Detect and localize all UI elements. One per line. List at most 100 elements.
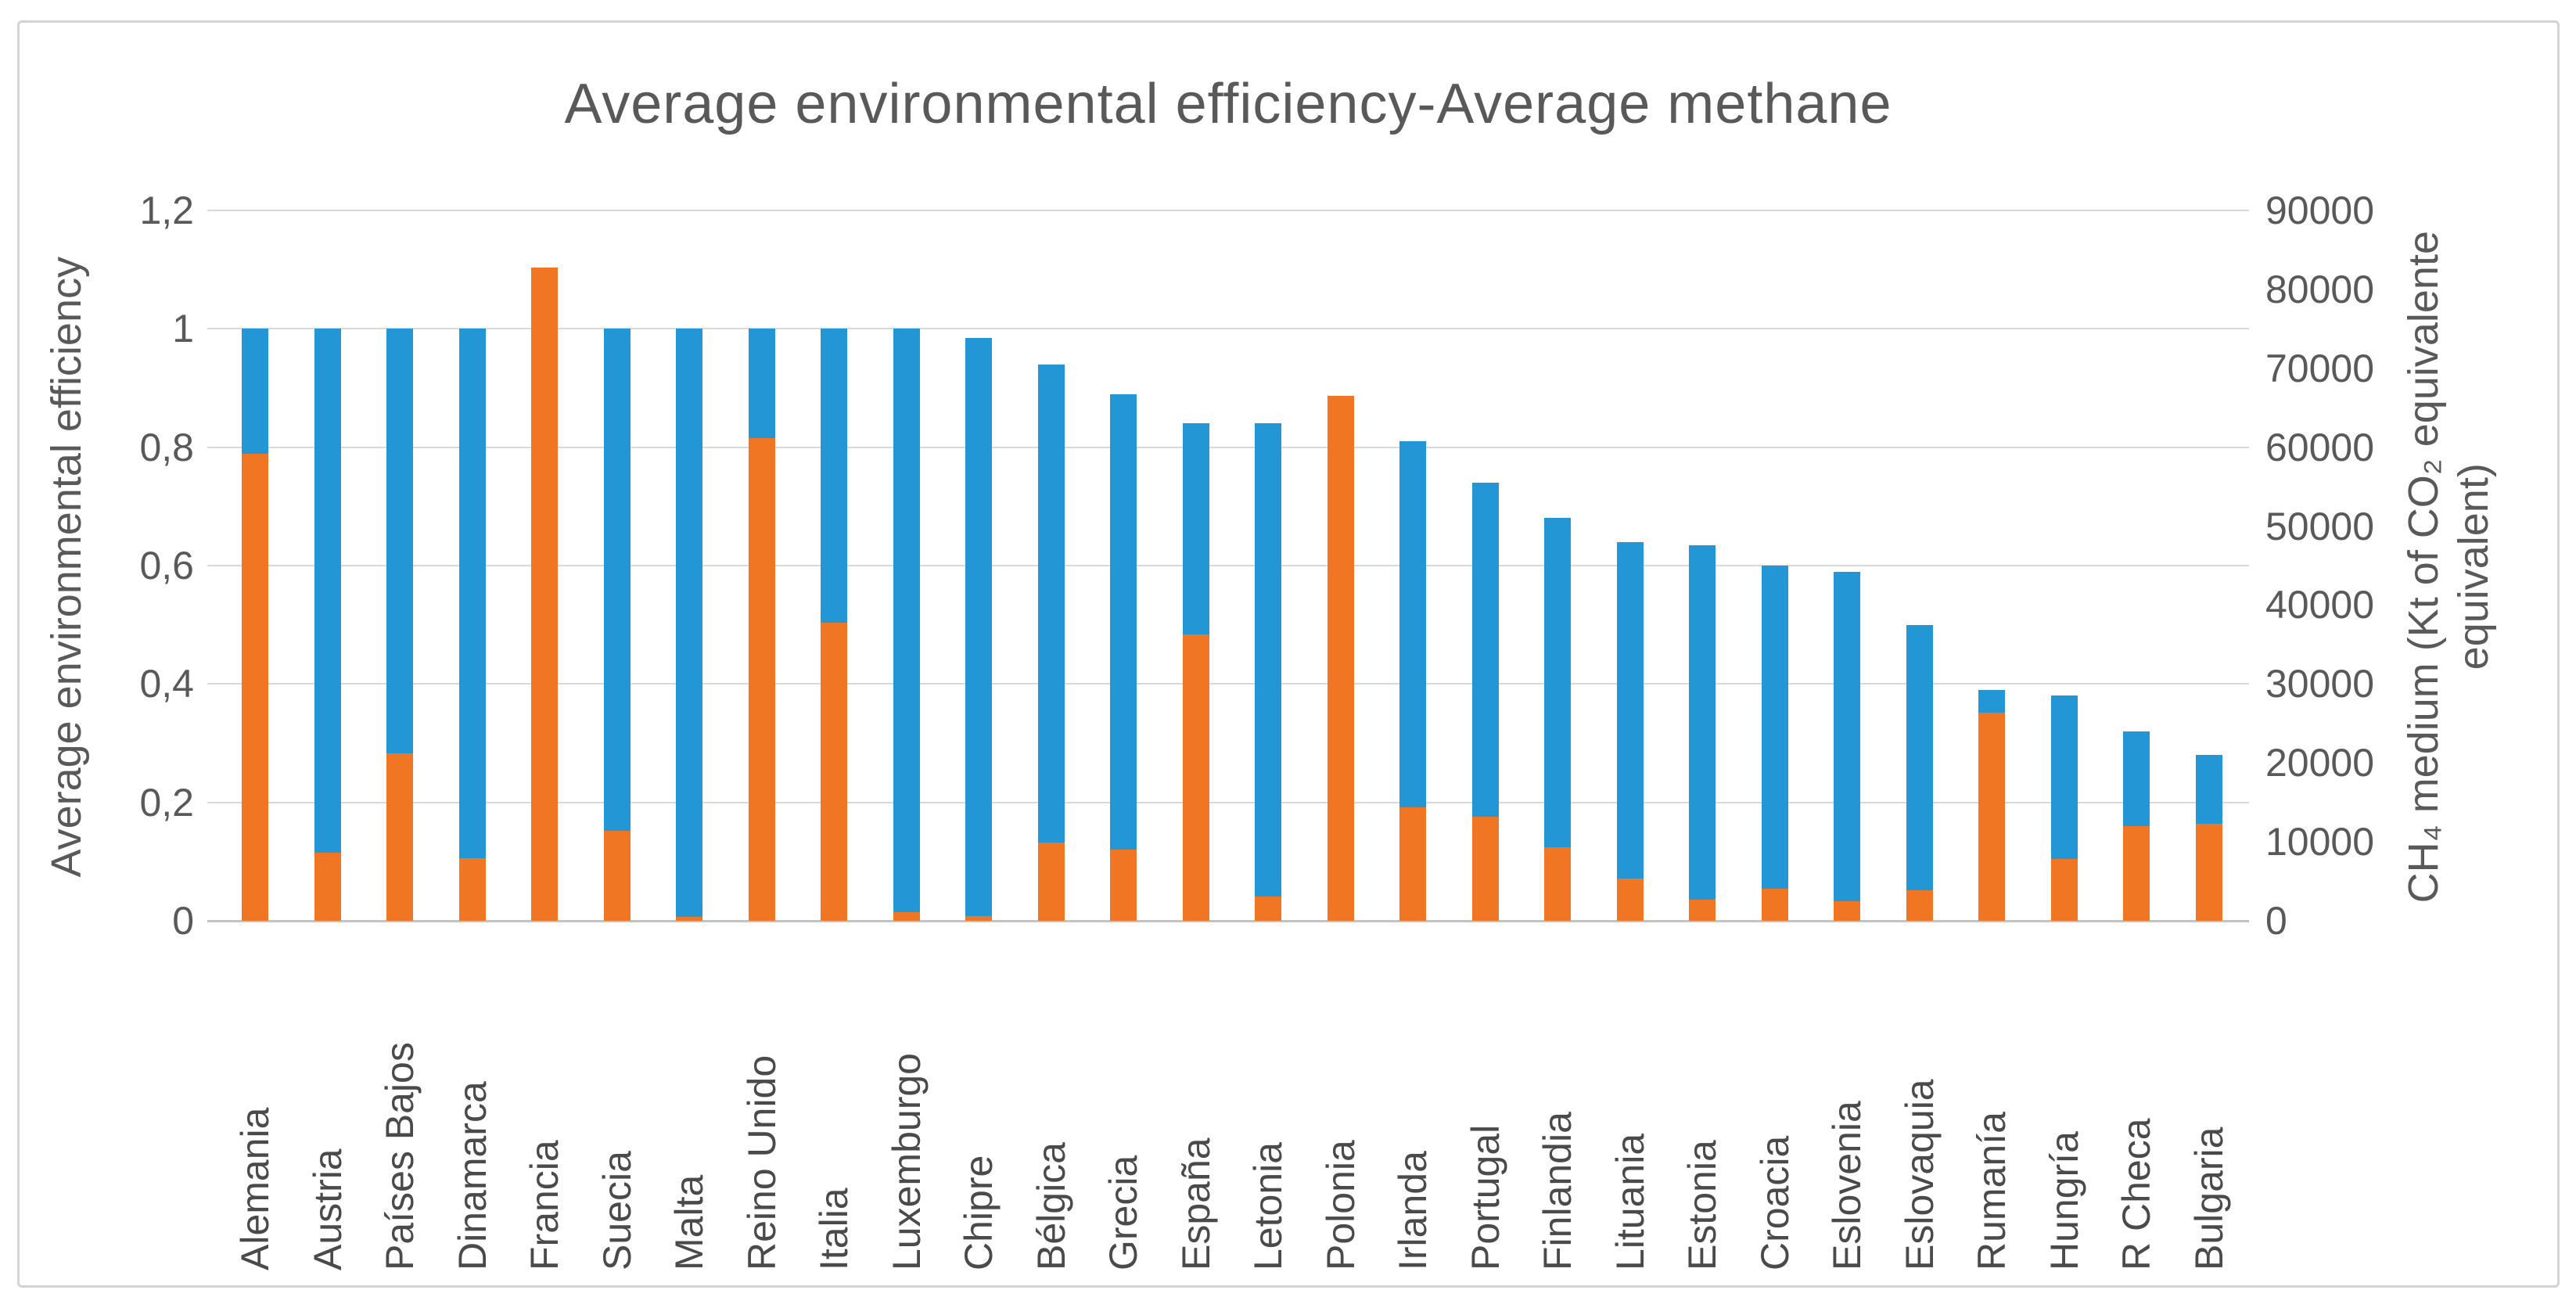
right-axis-tick-label: 20000 [2265,741,2375,785]
efficiency-bar-grecia [1110,393,1137,921]
x-label-container: Suecia [594,934,641,1270]
x-label-container: Irlanda [1389,934,1436,1270]
x-label-austria: Austria [305,1148,350,1270]
x-label-container: Luxemburgo [883,934,930,1270]
methane-bar-portugal [1471,816,1499,921]
gridline [207,683,2249,685]
x-label-grecia: Grecia [1101,1155,1146,1270]
x-label-container: Austria [304,934,351,1270]
methane-bar-letonia [1255,896,1282,921]
methane-bar-malta [676,917,703,921]
methane-bar-eslovaquia [1906,889,1933,921]
methane-bar-reino-unido [748,437,775,921]
gridline [207,210,2249,211]
right-axis-tick-label: 50000 [2265,504,2375,548]
x-label-container: Francia [521,934,568,1270]
methane-bar-polonia [1327,396,1354,921]
methane-bar-estonia [1689,899,1716,921]
efficiency-bar-lituania [1616,541,1644,921]
x-label-dinamarca: Dinamarca [450,1081,494,1270]
efficiency-bar-suecia [603,329,631,921]
x-label-container: Bulgaria [2186,934,2233,1270]
left-axis-tick-label: 0,6 [139,544,194,588]
x-label-container: Hungría [2041,934,2088,1270]
right-axis-tick-label: 70000 [2265,346,2375,390]
right-axis-title: CH₄ medium (Kt of CO₂ equivalente equiva… [2400,231,2497,904]
methane-bar-chipre [965,915,993,921]
x-label-container: Italia [810,934,857,1270]
x-label-alemania: Alemania [233,1107,278,1270]
methane-bar-finlandia [1544,847,1572,921]
x-label-finlandia: Finlandia [1536,1112,1580,1270]
x-label-malta: Malta [667,1174,712,1270]
right-axis-tick-label: 60000 [2265,425,2375,469]
x-label-container: Alemania [232,934,278,1270]
x-label-container: España [1173,934,1220,1270]
figure-frame [17,20,2560,1288]
methane-bar-italia [821,622,848,921]
x-label-container: Chipre [955,934,1002,1270]
x-label-container: Reino Unido [738,934,785,1270]
x-label-container: R Checa [2113,934,2160,1270]
efficiency-bar-austria [314,329,341,921]
methane-bar-eslovenia [1834,900,1861,921]
left-axis-tick-label: 0 [172,899,194,943]
efficiency-bar-letonia [1255,423,1282,921]
x-label-portugal: Portugal [1463,1124,1507,1270]
x-label-españa: España [1173,1137,1218,1270]
x-label-luxemburgo: Luxemburgo [884,1053,929,1270]
gridline [207,446,2249,448]
methane-bar-grecia [1110,850,1137,921]
efficiency-bar-luxemburgo [893,329,920,921]
x-label-polonia: Polonia [1318,1140,1363,1270]
x-label-rumanía: Rumanía [1970,1112,2014,1270]
x-label-container: Grecia [1100,934,1147,1270]
x-label-países-bajos: Países Bajos [378,1042,422,1270]
x-label-r-checa: R Checa [2114,1118,2159,1270]
x-label-lituania: Lituania [1608,1133,1652,1270]
x-label-container: Bélgica [1028,934,1075,1270]
methane-bar-r-checa [2123,825,2150,921]
methane-bar-croacia [1761,888,1788,921]
x-label-container: Rumanía [1968,934,2015,1270]
x-label-container: Eslovenia [1823,934,1870,1270]
x-label-bélgica: Bélgica [1029,1142,1073,1270]
left-axis-tick-label: 0,4 [139,662,194,706]
x-label-container: Croacia [1751,934,1798,1270]
x-label-irlanda: Irlanda [1391,1151,1435,1270]
methane-bar-austria [314,853,341,921]
x-label-container: Malta [666,934,713,1270]
efficiency-bar-chipre [965,337,993,921]
left-axis-tick-label: 0,2 [139,780,194,825]
efficiency-bar-malta [676,329,703,921]
methane-bar-hungría [2050,859,2078,921]
methane-bar-bulgaria [2195,823,2222,921]
x-label-container: Finlandia [1534,934,1581,1270]
efficiency-bar-dinamarca [458,329,486,921]
efficiency-bar-eslovenia [1834,571,1861,921]
x-label-bulgaria: Bulgaria [2186,1127,2231,1270]
x-label-container: Portugal [1462,934,1509,1270]
efficiency-bar-bélgica [1037,364,1065,921]
gridline [207,801,2249,803]
x-label-suecia: Suecia [595,1151,639,1270]
right-axis-tick-label: 0 [2265,899,2287,943]
right-axis-tick-label: 90000 [2265,189,2375,232]
right-axis-tick-label: 40000 [2265,583,2375,627]
x-label-eslovaquia: Eslovaquia [1897,1079,1942,1270]
methane-bar-países-bajos [386,753,414,921]
methane-bar-irlanda [1399,807,1427,921]
x-label-eslovenia: Eslovenia [1825,1101,1870,1270]
methane-bar-españa [1182,634,1209,921]
efficiency-bar-croacia [1761,566,1788,921]
gridline [207,328,2249,330]
methane-bar-lituania [1616,878,1644,921]
x-label-letonia: Letonia [1246,1141,1291,1270]
left-axis-tick-label: 1 [172,307,194,351]
x-axis-line [207,920,2249,922]
left-axis-tick-label: 0,8 [139,425,194,469]
right-axis-tick-label: 80000 [2265,267,2375,311]
x-label-hungría: Hungría [2042,1131,2086,1270]
x-label-container: Eslovaquia [1896,934,1943,1270]
